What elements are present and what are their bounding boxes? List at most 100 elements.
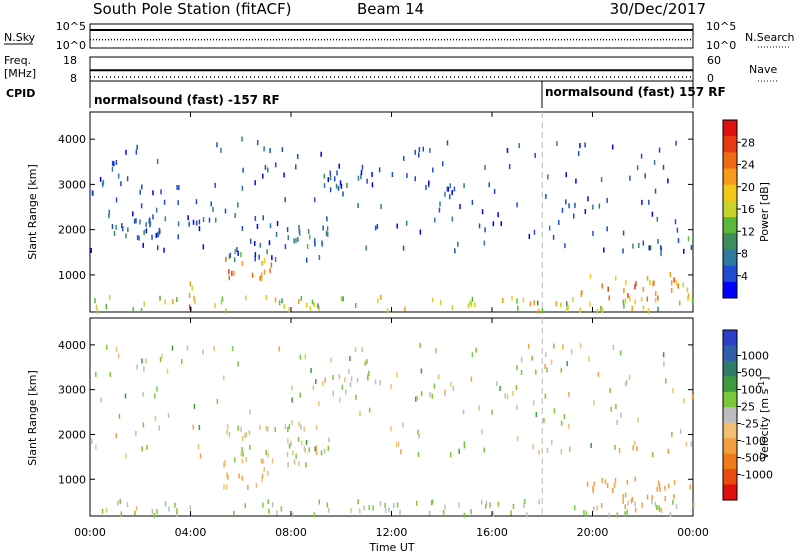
scatter-point — [544, 351, 547, 357]
scatter-point — [458, 448, 460, 454]
scatter-point — [145, 358, 147, 364]
scatter-point — [438, 207, 441, 213]
scatter-point — [615, 404, 617, 410]
scatter-point — [311, 299, 314, 305]
scatter-point — [286, 452, 289, 458]
scatter-point — [269, 223, 272, 229]
scatter-point — [188, 292, 191, 298]
scatter-point — [471, 199, 474, 205]
scatter-point — [166, 368, 169, 374]
scatter-point — [297, 236, 299, 242]
scatter-point — [151, 508, 154, 514]
scatter-point — [141, 446, 143, 452]
scatter-point — [189, 505, 192, 511]
scatter-point — [544, 393, 547, 399]
scatter-point — [600, 502, 603, 508]
scatter-point — [135, 505, 138, 511]
scatter-point — [259, 242, 262, 248]
scatter-point — [586, 481, 589, 487]
scatter-point — [349, 381, 352, 387]
scatter-point — [642, 240, 645, 246]
scatter-point — [470, 301, 473, 307]
y-tick-label: 3000 — [58, 178, 86, 191]
y-tick-label: 1000 — [58, 473, 86, 486]
scatter-point — [516, 404, 518, 410]
scatter-point — [229, 252, 232, 258]
scatter-point — [457, 241, 459, 247]
scatter-point — [299, 354, 302, 360]
scatter-point — [675, 280, 678, 286]
scatter-point — [677, 283, 679, 289]
scatter-point — [228, 432, 231, 438]
scatter-point — [670, 287, 673, 293]
scatter-point — [262, 502, 264, 508]
scatter-point — [587, 196, 589, 202]
scatter-point — [544, 363, 546, 369]
colorbar-tick-label: 25 — [741, 401, 755, 414]
scatter-point — [304, 354, 307, 360]
scatter-point — [287, 427, 289, 433]
scatter-point — [504, 393, 506, 399]
scatter-point — [363, 505, 366, 511]
nsky-label: N.Sky — [4, 31, 36, 44]
scatter-point — [140, 307, 143, 313]
scatter-point — [326, 502, 329, 508]
scatter-point — [658, 147, 661, 153]
scatter-point — [452, 386, 455, 392]
scatter-point — [262, 458, 264, 464]
scatter-point — [280, 506, 283, 512]
scatter-point — [342, 191, 344, 197]
scatter-point — [529, 301, 532, 307]
colorbar-segment — [723, 484, 737, 501]
scatter-point — [671, 388, 674, 394]
scatter-point — [338, 374, 341, 380]
scatter-point — [474, 302, 476, 308]
scatter-point — [326, 216, 328, 222]
power-colorbar: 4 8 12 16 20 24 28 — [722, 119, 755, 299]
scatter-point — [291, 420, 293, 426]
scatter-point — [157, 231, 160, 237]
scatter-point — [149, 222, 151, 228]
scatter-point — [119, 498, 121, 504]
scatter-point — [419, 342, 421, 348]
scatter-point — [326, 226, 329, 232]
scatter-point — [309, 305, 312, 311]
scatter-point — [390, 384, 392, 390]
scatter-point — [485, 500, 488, 506]
scatter-point — [560, 449, 563, 455]
scatter-point — [395, 442, 398, 448]
scatter-point — [193, 403, 196, 409]
scatter-point — [690, 244, 693, 250]
scatter-point — [444, 504, 446, 510]
scatter-point — [262, 215, 265, 221]
scatter-point — [118, 413, 121, 419]
scatter-point — [254, 180, 256, 186]
scatter-point — [269, 148, 271, 154]
scatter-point — [327, 177, 330, 183]
scatter-point — [136, 144, 138, 150]
scatter-point — [654, 297, 657, 303]
scatter-point — [112, 161, 115, 167]
scatter-point — [194, 299, 196, 305]
scatter-point — [263, 146, 265, 152]
scatter-point — [553, 408, 556, 414]
scatter-point — [628, 295, 631, 301]
colorbar-tick-label: -25 — [741, 418, 759, 431]
scatter-point — [388, 507, 390, 513]
scatter-point — [318, 254, 321, 260]
scatter-point — [664, 485, 666, 491]
scatter-point — [306, 243, 309, 249]
freq-label: Freq. — [4, 54, 31, 67]
scatter-point — [573, 505, 576, 511]
scatter-point — [614, 275, 617, 281]
scatter-point — [673, 493, 675, 499]
scatter-point — [566, 361, 568, 367]
scatter-point — [340, 296, 343, 302]
scatter-point — [193, 295, 195, 301]
scatter-point — [124, 393, 127, 399]
scatter-point — [291, 385, 293, 391]
scatter-point — [105, 344, 108, 350]
scatter-point — [260, 458, 263, 464]
scatter-point — [164, 501, 167, 507]
scatter-point — [628, 374, 631, 380]
